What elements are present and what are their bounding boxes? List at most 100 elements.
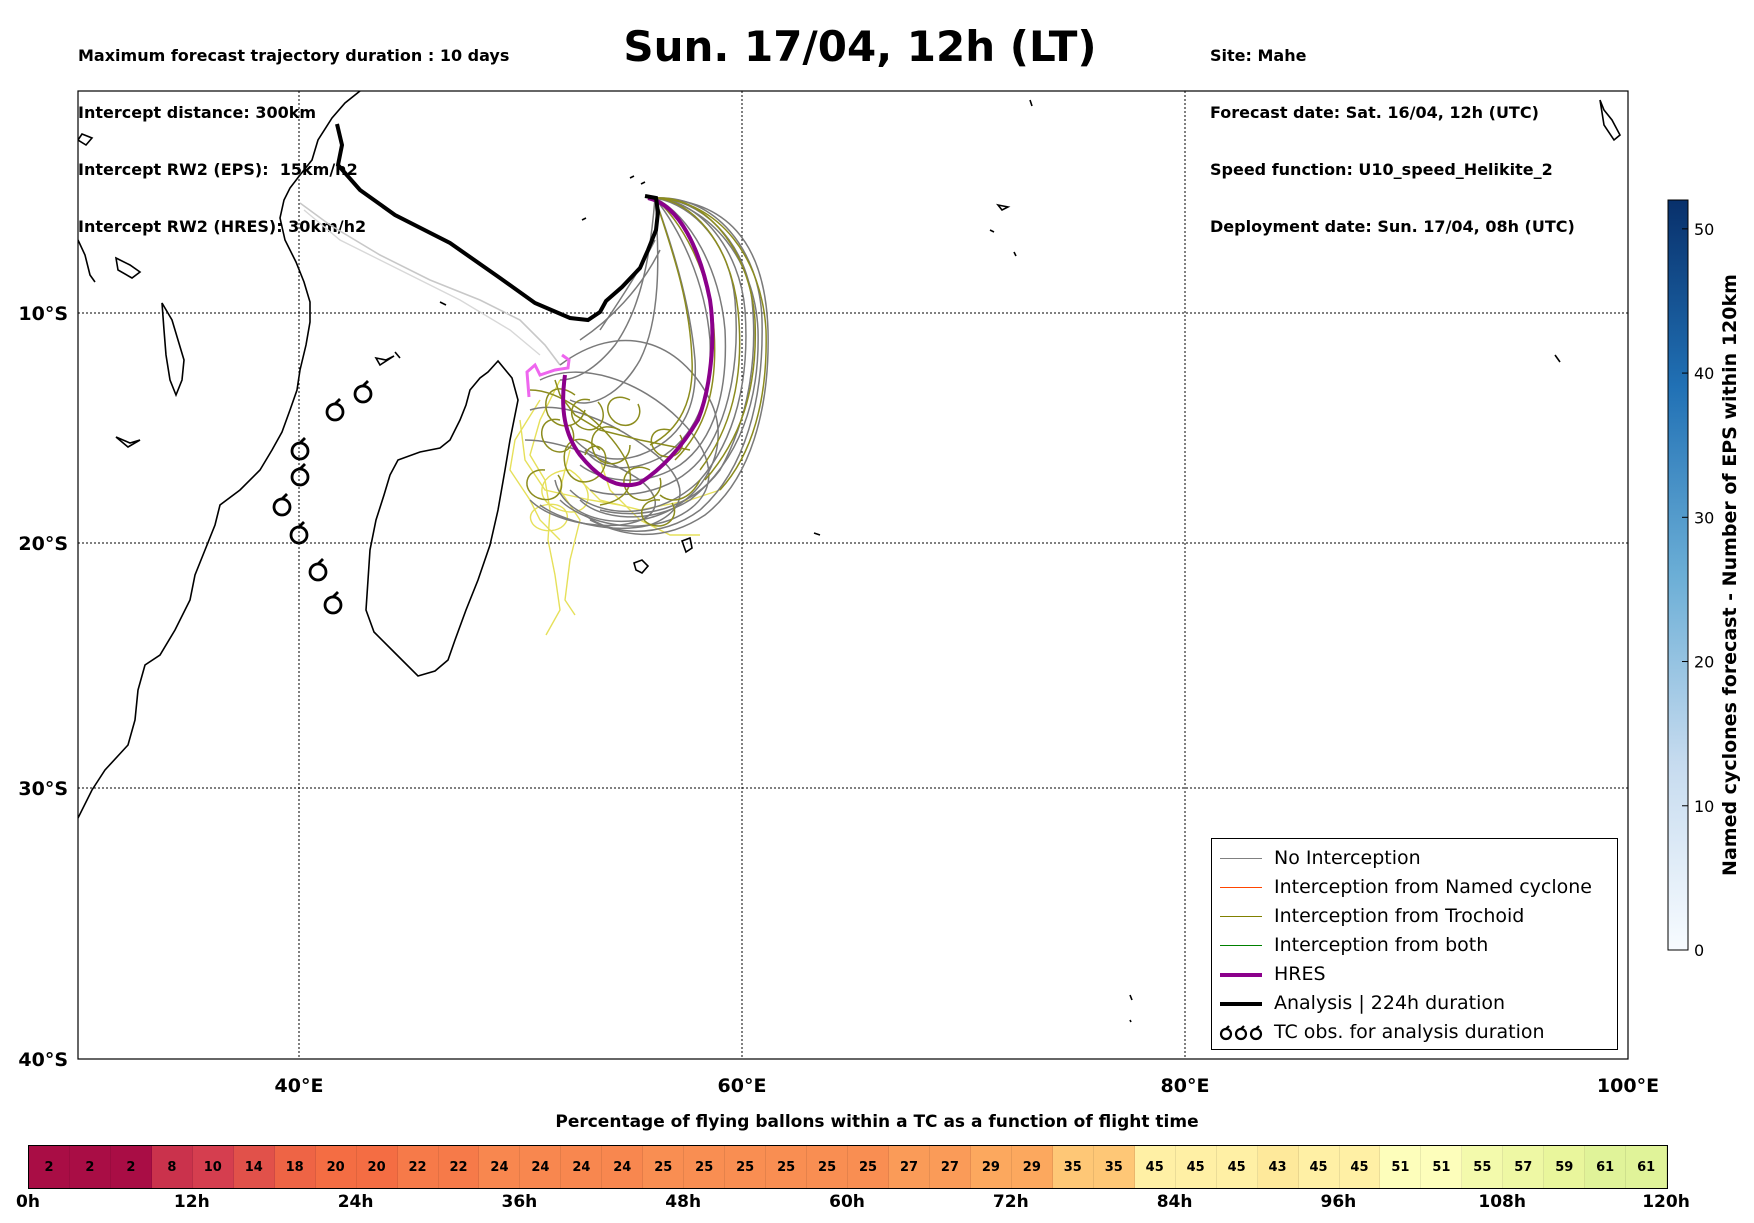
legend-item-trochoid: Interception from Trochoid [1212, 903, 1617, 931]
map-gridlines [78, 91, 1628, 1059]
percentage-cell: 20 [356, 1146, 398, 1188]
legend-item-tc-obs: TC obs. for analysis duration [1212, 1019, 1617, 1047]
longitude-labels: 40°E 60°E 80°E 100°E [275, 1075, 1660, 1097]
percentage-cell: 20 [315, 1146, 357, 1188]
percentage-cell: 2 [29, 1146, 70, 1188]
percentage-colorbar-title: Percentage of flying ballons within a TC… [555, 1112, 1199, 1132]
launch-region [525, 353, 571, 398]
legend-swatch [1220, 858, 1262, 859]
eps-colorbar: 0 10 20 30 40 50 Named cyclones forecast - Nu… [1667, 199, 1741, 960]
lat-label: 10°S [18, 303, 68, 325]
colorbar-tick-label: 50 [1694, 220, 1714, 239]
legend-swatch [1220, 945, 1262, 946]
legend-label: TC obs. for analysis duration [1274, 1021, 1545, 1043]
colorbar-tick-label: 20 [1694, 653, 1714, 672]
percentage-cell: 27 [889, 1146, 930, 1188]
percentage-cell: 25 [848, 1146, 890, 1188]
coastline [78, 91, 1622, 1023]
forecast-parameters: Maximum forecast trajectory duration : 1… [78, 8, 509, 255]
flight-time-tick: 84h [1156, 1192, 1193, 1212]
percentage-cell: 25 [725, 1146, 767, 1188]
percentage-cell: 45 [1216, 1146, 1258, 1188]
site-line: Deployment date: Sun. 17/04, 08h (UTC) [1210, 217, 1575, 236]
latitude-labels: 10°S 20°S 30°S 40°S [18, 303, 68, 1071]
percentage-cell: 25 [684, 1146, 726, 1188]
legend-item-named-cyclone: Interception from Named cyclone [1212, 874, 1617, 902]
percentage-cell: 22 [438, 1146, 480, 1188]
site-line: Forecast date: Sat. 16/04, 12h (UTC) [1210, 103, 1539, 122]
site-info: Site: Mahe Forecast date: Sat. 16/04, 12… [1210, 8, 1575, 255]
legend-label: Interception from Trochoid [1274, 905, 1525, 927]
lat-label: 30°S [18, 778, 68, 800]
percentage-cell: 27 [929, 1146, 971, 1188]
percentage-cell: 57 [1503, 1146, 1545, 1188]
percentage-cell: 24 [602, 1146, 644, 1188]
no-interception-trajectories [524, 197, 769, 536]
percentage-cell: 61 [1626, 1146, 1668, 1188]
flight-time-tick: 36h [501, 1192, 538, 1212]
percentage-cell: 51 [1380, 1146, 1422, 1188]
grey-trajectory [303, 209, 541, 356]
legend-swatch [1220, 973, 1262, 977]
legend-label: Interception from both [1274, 934, 1489, 956]
legend-label: No Interception [1274, 847, 1421, 869]
percentage-cell: 25 [766, 1146, 808, 1188]
lat-label: 20°S [18, 533, 68, 555]
percentage-cell: 24 [520, 1146, 562, 1188]
percentage-cell: 45 [1298, 1146, 1340, 1188]
legend-item-no-interception: No Interception [1212, 845, 1617, 873]
colorbar-tick-label: 40 [1694, 364, 1714, 383]
percentage-cell: 22 [397, 1146, 439, 1188]
parameter-line: Maximum forecast trajectory duration : 1… [78, 46, 510, 65]
colorbar-tick-label: 30 [1694, 508, 1714, 527]
percentage-cell: 55 [1462, 1146, 1504, 1188]
legend-item-both: Interception from both [1212, 932, 1617, 960]
percentage-cell: 61 [1585, 1146, 1627, 1188]
percentage-cell: 24 [561, 1146, 603, 1188]
trochoid-trajectories [526, 197, 767, 527]
map-legend: No Interception Interception from Named … [1211, 838, 1618, 1050]
flight-time-tick: 72h [992, 1192, 1029, 1212]
map-frame [77, 90, 1629, 1060]
percentage-cell: 29 [970, 1146, 1012, 1188]
lon-label: 40°E [275, 1075, 324, 1097]
legend-swatch [1220, 916, 1262, 917]
colorbar-tick-label: 10 [1694, 797, 1714, 816]
parameter-line: Intercept RW2 (HRES): 30km/h2 [78, 217, 367, 236]
legend-label: Interception from Named cyclone [1274, 876, 1592, 898]
percentage-cell: 59 [1544, 1146, 1586, 1188]
percentage-cell: 35 [1052, 1146, 1094, 1188]
percentage-cell: 24 [479, 1146, 521, 1188]
percentage-cell: 45 [1175, 1146, 1217, 1188]
percentage-cell: 25 [643, 1146, 685, 1188]
percentage-cell: 2 [110, 1146, 152, 1188]
percentage-cell: 51 [1421, 1146, 1463, 1188]
percentage-cell: 8 [151, 1146, 193, 1188]
site-line: Speed function: U10_speed_Helikite_2 [1210, 160, 1553, 179]
flight-time-tick: 48h [665, 1192, 702, 1212]
flight-time-tick: 96h [1320, 1192, 1357, 1212]
percentage-cell: 29 [1011, 1146, 1053, 1188]
lon-label: 80°E [1161, 1075, 1210, 1097]
colorbar-tick-label: 0 [1694, 941, 1704, 960]
hres-trajectory [561, 196, 715, 488]
site-line: Site: Mahe [1210, 46, 1307, 65]
cyclone-symbols-icon [1219, 1025, 1263, 1041]
page-title: Sun. 17/04, 12h (LT) [623, 22, 1097, 71]
percentage-cell: 35 [1093, 1146, 1135, 1188]
colorbar-title: Named cyclones forecast - Number of EPS … [1719, 274, 1741, 876]
lon-label: 100°E [1597, 1075, 1659, 1097]
percentage-cell: 2 [69, 1146, 111, 1188]
legend-label: HRES [1274, 963, 1326, 985]
flight-time-tick: 60h [829, 1192, 865, 1212]
grey-trajectory [299, 202, 561, 366]
percentage-cell: 10 [192, 1146, 234, 1188]
legend-swatch [1220, 887, 1262, 888]
late-trajectories [509, 379, 721, 636]
percentage-cell: 18 [274, 1146, 316, 1188]
flight-time-tick: 12h [173, 1192, 210, 1212]
legend-item-hres: HRES [1212, 961, 1617, 989]
legend-label: Analysis | 224h duration [1274, 992, 1506, 1014]
flight-time-tick: 108h [1478, 1192, 1526, 1212]
